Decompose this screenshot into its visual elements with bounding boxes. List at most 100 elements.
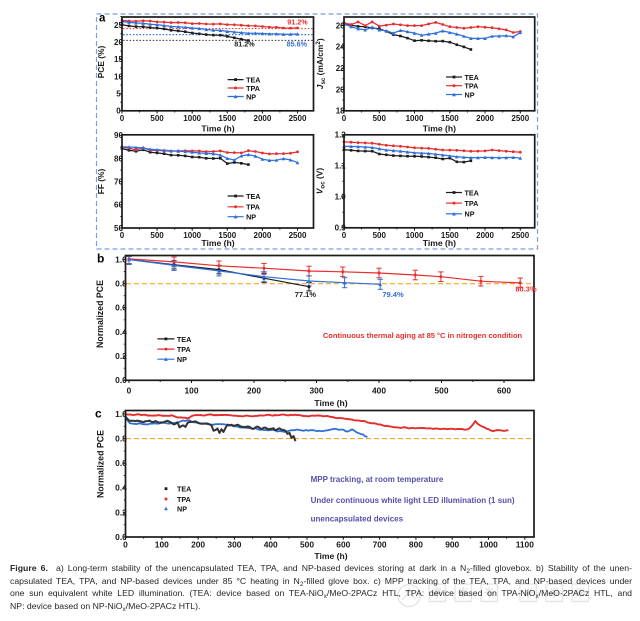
svg-text:22: 22 [336,64,345,73]
svg-text:Time (h): Time (h) [314,551,347,561]
svg-text:FF (%): FF (%) [96,169,106,195]
svg-text:20: 20 [114,38,123,47]
svg-text:70: 70 [114,177,123,186]
svg-text:Jsc (mA/cm2): Jsc (mA/cm2) [315,38,327,89]
svg-text:1100: 1100 [516,540,535,550]
svg-text:PCE (%): PCE (%) [96,46,106,79]
svg-text:0: 0 [127,385,132,395]
svg-text:90: 90 [114,131,123,140]
svg-text:0.6: 0.6 [115,303,127,313]
svg-text:1500: 1500 [218,231,236,240]
svg-text:TEA: TEA [246,192,260,201]
svg-text:TEA: TEA [465,73,479,82]
svg-text:NP: NP [246,213,256,222]
svg-text:2000: 2000 [476,231,494,240]
svg-text:91.2%: 91.2% [287,18,308,27]
svg-text:1.0: 1.0 [115,409,127,419]
svg-text:0: 0 [342,114,347,123]
svg-text:200: 200 [191,540,205,550]
svg-text:60: 60 [114,201,123,210]
svg-text:0.0: 0.0 [115,532,127,542]
svg-text:5: 5 [116,89,121,98]
svg-text:Time (h): Time (h) [201,123,234,133]
svg-text:c: c [95,407,102,421]
svg-text:500: 500 [373,114,387,123]
svg-text:80.3%: 80.3% [515,285,537,294]
svg-text:1000: 1000 [183,231,201,240]
svg-text:1.1: 1.1 [335,162,347,171]
svg-text:24: 24 [336,43,345,52]
svg-text:NP: NP [177,504,187,513]
svg-text:Time (h): Time (h) [423,238,456,248]
svg-text:0.4: 0.4 [115,327,127,337]
svg-text:600: 600 [497,385,511,395]
svg-text:TEA: TEA [246,76,260,85]
svg-text:TPA: TPA [465,82,479,91]
svg-text:2500: 2500 [289,231,307,240]
svg-text:500: 500 [373,231,387,240]
svg-text:80: 80 [114,154,123,163]
svg-text:100: 100 [155,540,169,550]
svg-text:Continuous thermal aging at 85: Continuous thermal aging at 85 °C in nit… [323,331,523,340]
svg-text:1000: 1000 [406,231,424,240]
svg-text:0.0: 0.0 [115,375,127,385]
svg-text:1.2: 1.2 [335,131,347,140]
svg-text:MPP tracking, at room temperat: MPP tracking, at room temperature [311,475,444,484]
svg-text:0.9: 0.9 [335,224,347,233]
svg-text:26: 26 [336,21,345,30]
svg-text:1500: 1500 [218,114,236,123]
svg-text:TPA: TPA [177,495,191,504]
svg-text:NP: NP [177,355,187,364]
svg-text:1000: 1000 [183,114,201,123]
svg-text:20: 20 [336,85,345,94]
svg-text:2500: 2500 [289,114,307,123]
svg-text:0: 0 [342,231,347,240]
svg-text:800: 800 [409,540,423,550]
svg-text:500: 500 [150,231,164,240]
svg-text:0: 0 [120,231,125,240]
svg-text:2000: 2000 [254,114,272,123]
svg-text:TEA: TEA [177,335,191,344]
svg-text:Voc (V): Voc (V) [315,168,327,195]
svg-text:1500: 1500 [441,114,459,123]
svg-text:TPA: TPA [465,199,479,208]
svg-text:1500: 1500 [441,231,459,240]
svg-text:1000: 1000 [406,114,424,123]
svg-text:1.0: 1.0 [335,193,347,202]
svg-text:2500: 2500 [511,114,529,123]
svg-text:0: 0 [120,114,125,123]
svg-text:0.6: 0.6 [115,458,127,468]
svg-text:TPA: TPA [246,203,260,212]
svg-text:25: 25 [114,21,123,30]
svg-text:77.1%: 77.1% [295,290,317,299]
svg-text:10: 10 [114,72,123,81]
svg-text:Under continuous white light L: Under continuous white light LED illumin… [311,496,515,505]
svg-text:0.2: 0.2 [115,507,127,517]
svg-text:2000: 2000 [254,231,272,240]
svg-text:unencapsulated devices: unencapsulated devices [311,515,404,524]
svg-text:600: 600 [336,540,350,550]
svg-text:2500: 2500 [511,231,529,240]
svg-text:500: 500 [150,114,164,123]
svg-text:0.2: 0.2 [115,351,127,361]
svg-text:50: 50 [114,224,123,233]
svg-text:a: a [99,13,106,25]
svg-text:0: 0 [123,540,128,550]
svg-text:NP: NP [465,90,475,99]
svg-text:0.4: 0.4 [115,483,127,493]
svg-text:0.8: 0.8 [115,279,127,289]
svg-text:NP: NP [465,210,475,219]
svg-text:TEA: TEA [465,188,479,197]
svg-text:1.0: 1.0 [115,254,127,264]
svg-text:TPA: TPA [177,345,191,354]
svg-text:500: 500 [435,385,449,395]
svg-text:Time (h): Time (h) [201,238,234,248]
svg-text:TEA: TEA [177,485,191,494]
svg-text:100: 100 [185,385,199,395]
svg-text:Normalized PCE: Normalized PCE [96,430,106,498]
svg-text:300: 300 [310,385,324,395]
svg-text:b: b [97,252,104,266]
svg-text:0: 0 [116,107,121,116]
svg-text:1000: 1000 [479,540,498,550]
svg-text:400: 400 [264,540,278,550]
